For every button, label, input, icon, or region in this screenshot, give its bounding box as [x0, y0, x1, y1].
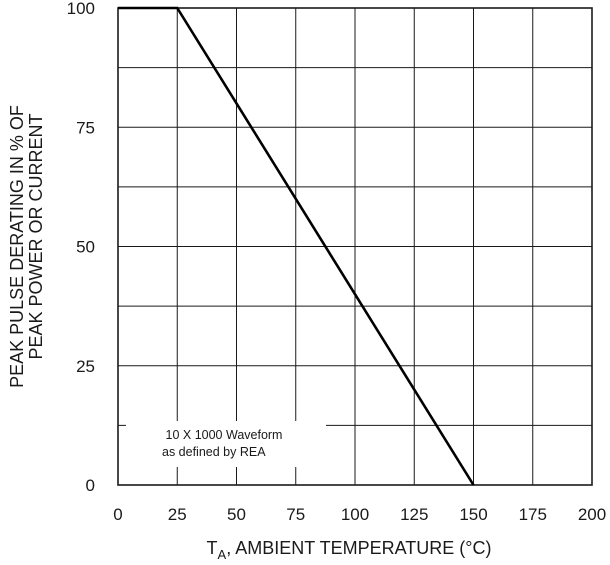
annotation-line-1: 10 X 1000 Waveform [166, 428, 283, 442]
waveform-annotation: 10 X 1000 Waveform as defined by REA [126, 421, 326, 467]
grid [117, 7, 593, 486]
x-tick-label: 175 [519, 505, 547, 524]
y-axis-label-line-2: PEAK POWER OR CURRENT [26, 113, 46, 359]
x-axis-label: TA, AMBIENT TEMPERATURE (°C) [207, 538, 492, 562]
x-axis-label-main: T [207, 538, 218, 558]
x-tick-label: 75 [286, 505, 305, 524]
annotation-line-2: as defined by REA [162, 445, 266, 459]
x-tick-label: 0 [113, 505, 122, 524]
y-tick-label: 75 [76, 118, 95, 137]
x-tick-label: 125 [400, 505, 428, 524]
x-tick-label: 25 [168, 505, 187, 524]
y-tick-label: 100 [67, 0, 95, 18]
y-tick-label: 50 [76, 238, 95, 257]
x-tick-label: 150 [459, 505, 487, 524]
series-group [118, 6, 475, 486]
x-tick-label: 200 [578, 505, 606, 524]
x-axis-label-subscript: A [218, 547, 227, 562]
x-axis-label-rest: , AMBIENT TEMPERATURE (°C) [226, 538, 491, 558]
x-tick-label: 50 [227, 505, 246, 524]
plot-frame [117, 7, 593, 486]
x-tick-labels: 0 25 50 75 100 125 150 175 200 [113, 505, 606, 524]
y-axis-label-line-1: PEAK PULSE DERATING IN % OF [7, 105, 27, 388]
derating-curve [118, 6, 475, 486]
y-tick-label: 0 [86, 476, 95, 495]
y-tick-label: 25 [76, 357, 95, 376]
x-tick-label: 100 [341, 505, 369, 524]
annotation-background [126, 421, 326, 467]
y-tick-labels: 0 25 50 75 100 [67, 0, 95, 495]
